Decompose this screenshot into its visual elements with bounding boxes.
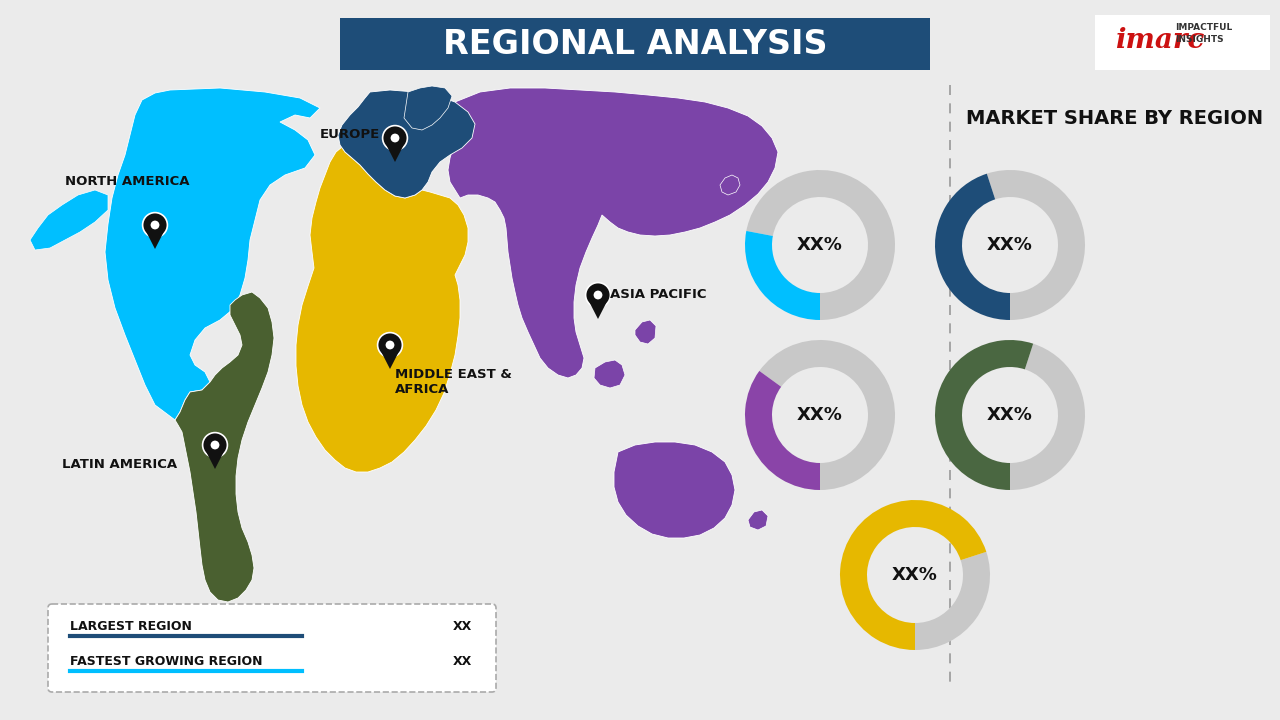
Text: IMPACTFUL: IMPACTFUL (1175, 23, 1233, 32)
Text: INSIGHTS: INSIGHTS (1175, 35, 1224, 44)
Circle shape (385, 341, 394, 349)
Circle shape (594, 291, 603, 300)
Polygon shape (147, 233, 164, 249)
Circle shape (151, 220, 160, 230)
Polygon shape (748, 510, 768, 530)
Text: MIDDLE EAST &: MIDDLE EAST & (396, 368, 512, 381)
Polygon shape (719, 175, 740, 195)
Text: FASTEST GROWING REGION: FASTEST GROWING REGION (70, 655, 262, 668)
Text: MARKET SHARE BY REGION: MARKET SHARE BY REGION (966, 109, 1263, 127)
Text: LATIN AMERICA: LATIN AMERICA (61, 458, 177, 471)
Text: XX: XX (452, 655, 471, 668)
Wedge shape (746, 170, 895, 320)
Polygon shape (404, 86, 452, 130)
Circle shape (142, 212, 168, 238)
Text: XX%: XX% (987, 236, 1033, 254)
Circle shape (390, 134, 399, 143)
Text: XX: XX (452, 620, 471, 633)
Polygon shape (635, 320, 657, 344)
Polygon shape (590, 302, 607, 319)
FancyBboxPatch shape (340, 18, 931, 70)
Wedge shape (840, 500, 987, 650)
Polygon shape (338, 90, 475, 198)
Polygon shape (594, 360, 625, 388)
Polygon shape (29, 190, 108, 250)
Wedge shape (934, 174, 1010, 320)
Text: EUROPE: EUROPE (320, 128, 380, 141)
FancyBboxPatch shape (1094, 15, 1270, 70)
Polygon shape (105, 88, 320, 420)
Circle shape (202, 433, 228, 457)
Text: LARGEST REGION: LARGEST REGION (70, 620, 192, 633)
Text: ASIA PACIFIC: ASIA PACIFIC (611, 288, 707, 301)
FancyBboxPatch shape (49, 604, 497, 692)
Text: REGIONAL ANALYSIS: REGIONAL ANALYSIS (443, 27, 827, 60)
Text: imarc: imarc (1115, 27, 1204, 54)
Wedge shape (934, 340, 1033, 490)
Wedge shape (745, 371, 820, 490)
Text: XX%: XX% (797, 236, 844, 254)
Text: XX%: XX% (892, 566, 938, 584)
Circle shape (383, 125, 407, 150)
Text: AFRICA: AFRICA (396, 383, 449, 396)
Text: XX%: XX% (797, 406, 844, 424)
Text: XX%: XX% (987, 406, 1033, 424)
Circle shape (211, 441, 219, 449)
Polygon shape (296, 147, 468, 472)
Text: NORTH AMERICA: NORTH AMERICA (65, 175, 189, 188)
Wedge shape (987, 170, 1085, 320)
Wedge shape (1010, 343, 1085, 490)
Wedge shape (915, 552, 989, 650)
Circle shape (585, 282, 611, 307)
Polygon shape (175, 292, 274, 602)
Polygon shape (387, 145, 403, 162)
Circle shape (378, 333, 402, 357)
Polygon shape (381, 353, 398, 369)
Polygon shape (614, 442, 735, 538)
Polygon shape (448, 88, 778, 378)
Polygon shape (206, 453, 224, 469)
Wedge shape (745, 231, 820, 320)
Wedge shape (759, 340, 895, 490)
